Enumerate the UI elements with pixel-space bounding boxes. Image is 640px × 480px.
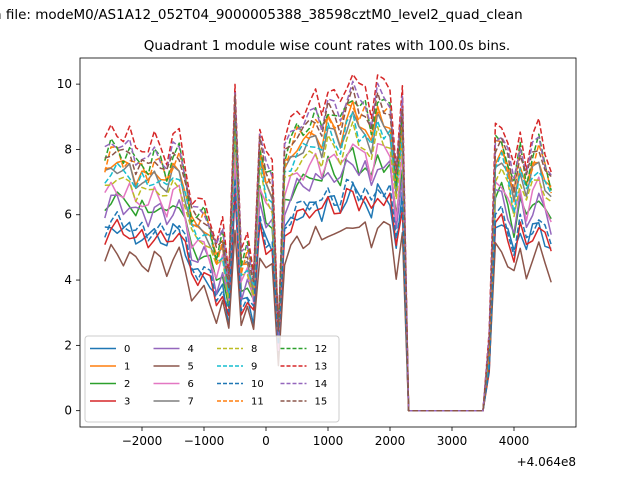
legend-label-13: 13 xyxy=(315,362,328,373)
legend-label-15: 15 xyxy=(315,397,328,408)
legend-label-8: 8 xyxy=(251,344,257,355)
y-axis: 0 2 4 6 8 10 xyxy=(57,77,80,418)
legend-label-9: 9 xyxy=(251,362,257,373)
y-tick-label: 4 xyxy=(64,273,72,287)
x-tick-label: 4000 xyxy=(499,434,530,448)
y-tick-label: 10 xyxy=(57,77,72,91)
figure-suptitle: n file: modeM0/AS1A12_052T04_9000005388_… xyxy=(0,7,523,23)
legend-label-14: 14 xyxy=(315,379,328,390)
series-line-10 xyxy=(104,178,552,412)
y-tick-label: 0 xyxy=(64,404,72,418)
legend-label-7: 7 xyxy=(188,397,194,408)
legend-label-6: 6 xyxy=(188,379,194,390)
y-tick-label: 2 xyxy=(64,338,72,352)
chart-title: Quadrant 1 module wise count rates with … xyxy=(144,38,510,54)
legend-label-3: 3 xyxy=(124,397,130,408)
legend-label-5: 5 xyxy=(188,362,194,373)
legend-label-1: 1 xyxy=(124,362,130,373)
x-tick-label: −2000 xyxy=(122,434,163,448)
x-tick-label: 1000 xyxy=(313,434,344,448)
x-tick-label: 0 xyxy=(262,434,270,448)
legend-label-2: 2 xyxy=(124,379,130,390)
x-tick-label: 3000 xyxy=(437,434,468,448)
legend-label-10: 10 xyxy=(251,379,264,390)
series-line-15 xyxy=(104,86,552,412)
legend-box xyxy=(84,335,340,423)
legend-label-12: 12 xyxy=(315,344,328,355)
y-tick-label: 8 xyxy=(64,142,72,156)
legend-label-4: 4 xyxy=(188,344,194,355)
legend-label-0: 0 xyxy=(124,344,130,355)
series-layer xyxy=(104,73,552,412)
legend-label-11: 11 xyxy=(251,397,264,408)
x-axis: −2000 −1000 0 1000 2000 3000 4000 xyxy=(122,427,530,448)
x-offset-label: +4.064e8 xyxy=(517,455,576,469)
x-tick-label: 2000 xyxy=(375,434,406,448)
y-tick-label: 6 xyxy=(64,208,72,222)
x-tick-label: −1000 xyxy=(184,434,225,448)
